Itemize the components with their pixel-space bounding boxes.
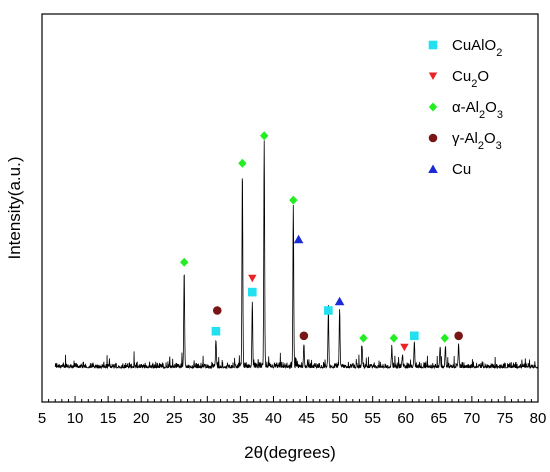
x-tick-label: 25	[166, 410, 183, 427]
legend-label-alpha-al2o3: α-Al2O3	[452, 99, 503, 121]
marker-cu	[334, 296, 345, 306]
x-tick-labels: 5 10 15 20 25 30 35 40 45 50 55 60 65 70 75 80	[38, 410, 547, 427]
marker-cualo2	[324, 306, 333, 315]
legend-symbol-cu2o	[428, 72, 438, 80]
plot-frame	[41, 13, 539, 403]
marker-alpha-al2o3	[440, 333, 449, 343]
x-tick-label: 50	[331, 410, 348, 427]
trace-layer	[54, 140, 539, 370]
legend-label-gamma-al2o3: γ-Al2O3	[452, 130, 502, 152]
xrd-trace	[54, 140, 539, 370]
x-tick-label: 80	[530, 410, 547, 427]
legend-label-cualo2: CuAlO2	[452, 37, 502, 59]
marker-gamma-al2o3	[454, 331, 463, 341]
x-tick-label: 10	[67, 410, 84, 427]
x-tick-label: 65	[430, 410, 447, 427]
x-tick-label: 45	[298, 410, 315, 427]
x-tick-label: 15	[100, 410, 117, 427]
marker-alpha-al2o3	[389, 333, 399, 343]
marker-alpha-al2o3	[260, 131, 269, 141]
legend-label-cu2o: Cu2O	[452, 68, 489, 90]
marker-cualo2	[248, 287, 257, 297]
x-tick-label: 5	[38, 410, 46, 427]
marker-cu2o	[400, 343, 409, 352]
marker-alpha-al2o3	[238, 158, 247, 168]
x-tick-label: 70	[464, 410, 481, 427]
x-tick-label: 75	[497, 410, 514, 427]
legend-symbol-gamma-al2o3	[428, 133, 438, 143]
marker-alpha-al2o3	[359, 333, 368, 343]
x-tick-label: 40	[265, 410, 282, 427]
x-axis-title: 2θ(degrees)	[244, 443, 336, 462]
legend-label-cu: Cu	[452, 161, 471, 178]
marker-cualo2	[410, 331, 419, 341]
marker-cu	[293, 234, 304, 244]
legend: CuAlO2 Cu2O α-Al2O3 γ-Al2O3 Cu	[428, 37, 503, 178]
marker-alpha-al2o3	[289, 195, 298, 205]
y-axis-title: Intensity(a.u.)	[5, 157, 24, 260]
marker-cualo2	[211, 326, 221, 336]
phase-markers	[179, 131, 463, 352]
legend-symbol-cualo2	[428, 40, 438, 50]
x-tick-label: 60	[397, 410, 414, 427]
legend-symbol-alpha-al2o3	[428, 102, 438, 112]
marker-cu2o	[248, 274, 257, 283]
marker-alpha-al2o3	[179, 257, 189, 267]
marker-gamma-al2o3	[299, 331, 309, 341]
x-tick-label: 30	[199, 410, 216, 427]
x-tick-label: 55	[364, 410, 381, 427]
x-tick-label: 20	[133, 410, 150, 427]
x-tick-label: 35	[232, 410, 249, 427]
legend-symbol-cu	[428, 164, 438, 173]
marker-gamma-al2o3	[212, 306, 222, 315]
x-ticks	[41, 396, 539, 402]
